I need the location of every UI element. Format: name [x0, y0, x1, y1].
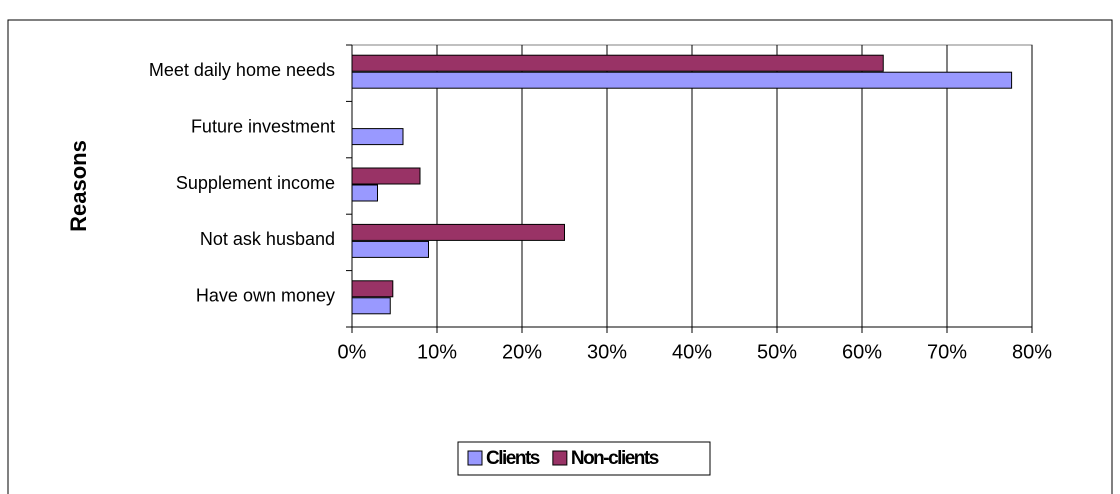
bar	[351, 128, 404, 146]
y-tick-label: Have own money	[196, 286, 335, 306]
y-tick-label: Not ask husband	[200, 229, 335, 249]
bar	[351, 54, 884, 72]
bar	[351, 297, 391, 315]
x-tick-label: 80%	[1012, 341, 1052, 363]
legend-swatch	[552, 450, 568, 466]
x-tick-label: 40%	[672, 341, 712, 363]
legend-box	[457, 441, 711, 476]
y-tick-label: Supplement income	[176, 173, 335, 193]
x-tick-label: 70%	[927, 341, 967, 363]
x-tick-label: 30%	[587, 341, 627, 363]
bar	[351, 280, 394, 298]
legend-label: Clients	[486, 448, 540, 469]
bar	[351, 71, 1013, 89]
legend-swatch	[467, 450, 483, 466]
x-tick-label: 10%	[417, 341, 457, 363]
x-tick-label: 50%	[757, 341, 797, 363]
x-tick-label: 20%	[502, 341, 542, 363]
y-tick-label: Future investment	[191, 116, 335, 136]
bar	[351, 223, 565, 241]
y-axis-label: Reasons	[66, 140, 91, 232]
x-tick-label: 60%	[842, 341, 882, 363]
bar	[351, 184, 378, 202]
y-tick-label: Meet daily home needs	[149, 60, 335, 80]
bar	[351, 240, 429, 258]
bar	[351, 167, 421, 185]
x-tick-label: 0%	[338, 341, 367, 363]
legend-label: Non-clients	[571, 448, 659, 469]
